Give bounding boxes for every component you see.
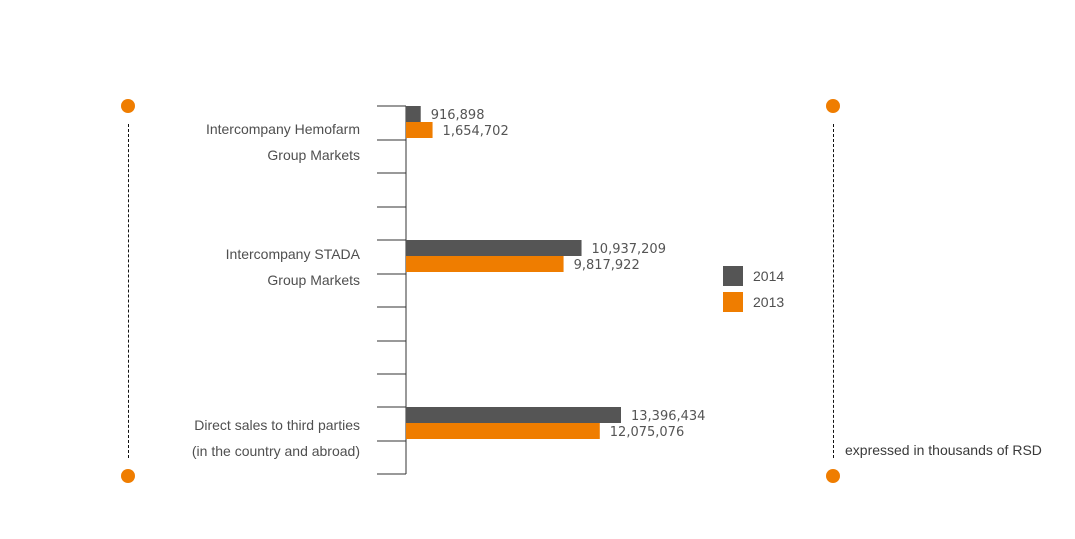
data-label-2014-2: 10,937,209: [592, 242, 666, 257]
bottom-left-dot: [121, 469, 135, 483]
category-label-line2: Group Markets: [267, 272, 360, 288]
bar-2013-1: [406, 122, 433, 138]
legend-label-2014: 2014: [753, 268, 785, 284]
category-label-direct-sales: Direct sales to third parties (in the co…: [192, 412, 360, 464]
category-label-line2: Group Markets: [267, 147, 360, 163]
category-label-hemofarm: Intercompany Hemofarm Group Markets: [206, 116, 360, 168]
category-label-line2: (in the country and abroad): [191, 443, 360, 459]
legend-swatch-2013: [723, 292, 743, 312]
right-divider-line: [833, 124, 834, 458]
category-label-line1: Intercompany Hemofarm: [205, 121, 360, 137]
left-divider-line: [128, 124, 129, 458]
category-label-line1: Direct sales to third parties: [194, 417, 360, 433]
data-label-2013-3: 12,075,076: [610, 425, 684, 440]
bar-2014-2: [406, 240, 582, 256]
legend-swatch-2014: [723, 266, 743, 286]
data-label-2013-2: 9,817,922: [574, 258, 640, 273]
axis-layer: [377, 105, 407, 475]
bottom-right-dot: [826, 469, 840, 483]
data-label-2014-3: 13,396,434: [631, 409, 705, 424]
value-labels-layer: 916,898 10,937,209 13,396,434 1,654,702 9,81…: [431, 108, 706, 440]
bar-2014-3: [406, 407, 621, 423]
data-label-2014-1: 916,898: [431, 108, 485, 123]
bar-2014-1: [406, 106, 421, 122]
category-label-line1: Intercompany STADA: [225, 246, 360, 262]
category-label-stada: Intercompany STADA Group Markets: [226, 241, 360, 293]
bar-2013-2: [406, 256, 564, 272]
data-label-2013-1: 1,654,702: [443, 124, 509, 139]
top-right-dot: [826, 99, 840, 113]
legend-label-2013: 2013: [753, 294, 785, 310]
units-note: expressed in thousands of RSD: [845, 442, 1042, 458]
bars-layer: [406, 106, 621, 439]
top-left-dot: [121, 99, 135, 113]
bar-2013-3: [406, 423, 600, 439]
